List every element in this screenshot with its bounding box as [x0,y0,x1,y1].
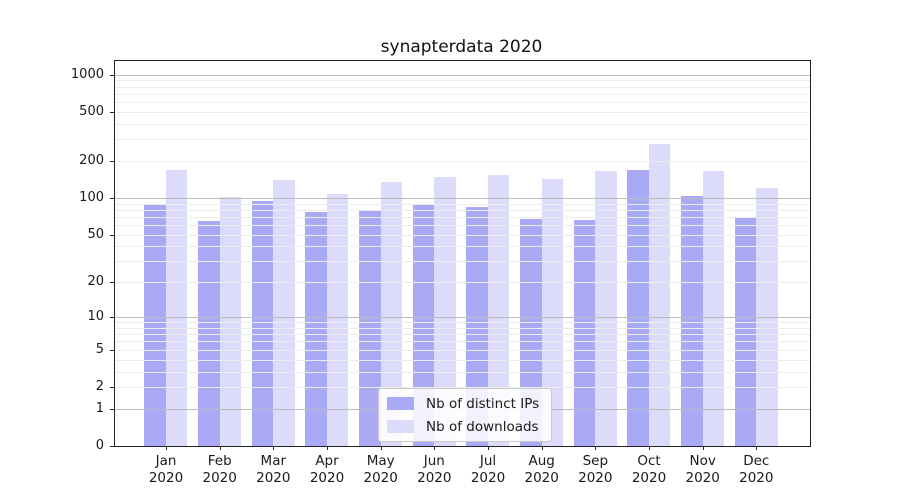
legend-label: Nb of downloads [426,418,539,435]
x-tick-label: Oct 2020 [631,453,667,486]
bar [627,169,649,446]
bar [412,203,435,446]
legend-item: Nb of distinct IPs [387,394,539,413]
bar [595,170,617,446]
y-tick-label: 5 [95,341,104,357]
y-tick-label: 100 [79,190,104,205]
bar [702,171,725,446]
bar [326,193,349,446]
legend-swatch-distinct-ips [387,397,414,410]
bar [487,174,510,446]
x-tick-mark [488,446,489,450]
y-tick-label: 1 [95,400,104,416]
y-tick-label: 50 [87,226,104,242]
gridline-minor [115,139,810,141]
y-tick-mark [110,74,114,76]
bar [541,179,564,446]
y-tick-mark [110,282,114,284]
bar [466,207,488,446]
x-tick-label: Jun 2020 [417,453,452,486]
legend-swatch-downloads [387,420,414,433]
y-tick-label: 10 [87,309,104,325]
y-tick-mark [110,387,114,388]
x-tick-label: Dec 2020 [739,453,774,486]
x-tick-mark [541,446,543,450]
bar [380,182,403,446]
y-tick-label: 20 [87,274,104,290]
x-tick-mark [166,446,167,450]
gridline-minor [115,102,810,104]
bar [165,169,188,446]
x-tick-mark [273,446,275,450]
gridline-minor [115,80,810,82]
x-tick-label: May 2020 [363,453,398,486]
gridline-minor [115,86,810,88]
gridline-minor [115,161,810,162]
gridline-minor [115,111,810,113]
x-tick-mark [434,446,436,450]
legend: Nb of distinct IPs Nb of downloads [378,388,553,442]
x-tick-mark [327,446,328,450]
chart-title: synapterdata 2020 [380,37,543,57]
y-tick-label: 0 [95,438,104,453]
bar [434,177,456,446]
gridline-minor [115,93,810,95]
bar [734,217,757,446]
bar [273,180,295,446]
x-tick-mark [219,446,221,450]
bar [681,195,703,446]
y-tick-mark [110,446,114,447]
x-tick-label: Jan 2020 [148,453,184,486]
bar [219,197,242,446]
gridline-major [115,74,810,76]
y-tick-label: 1000 [70,66,104,82]
x-tick-mark [380,446,382,450]
y-tick-label: 200 [79,153,104,168]
x-tick-mark [702,446,704,450]
y-tick-mark [110,111,114,113]
x-tick-mark [649,446,650,450]
bar [144,204,166,446]
y-tick-mark [110,161,114,162]
bar [756,188,778,446]
y-tick-label: 2 [95,379,104,394]
x-tick-label: Aug 2020 [524,453,559,486]
y-tick-mark [110,317,114,319]
legend-item: Nb of downloads [387,417,539,436]
plot-area: 0 1 2 5 10 20 50 100 200 500 1000 Jan 2020 Feb 2020 M… [71,60,811,486]
x-tick-mark [595,446,597,450]
legend-label: Nb of distinct IPs [426,395,540,412]
y-tick-mark [110,408,114,410]
bar [648,143,671,446]
bar [198,220,220,446]
x-tick-mark [756,446,758,450]
y-tick-mark [110,349,114,351]
bar [305,211,327,446]
x-tick-label: Apr 2020 [309,453,345,486]
x-tick-label: Jul 2020 [470,453,506,486]
gridline-minor [115,123,810,125]
y-tick-mark [110,198,114,199]
bar [251,200,274,446]
y-tick-label: 500 [79,103,104,119]
x-tick-label: Mar 2020 [256,453,291,486]
bar [573,220,596,446]
x-tick-label: Feb 2020 [202,453,237,486]
y-tick-mark [110,234,114,236]
x-tick-label: Sep 2020 [578,453,613,486]
x-tick-label: Nov 2020 [685,453,720,486]
